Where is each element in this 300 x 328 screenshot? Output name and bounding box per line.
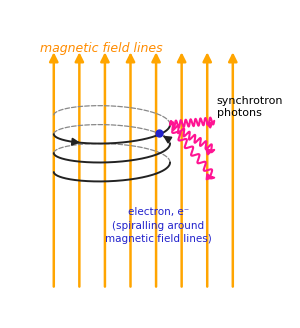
Text: magnetic field lines: magnetic field lines [40, 42, 163, 55]
Text: synchrotron
photons: synchrotron photons [217, 96, 283, 118]
Text: electron, e⁻
(spiralling around
magnetic field lines): electron, e⁻ (spiralling around magnetic… [105, 207, 212, 244]
